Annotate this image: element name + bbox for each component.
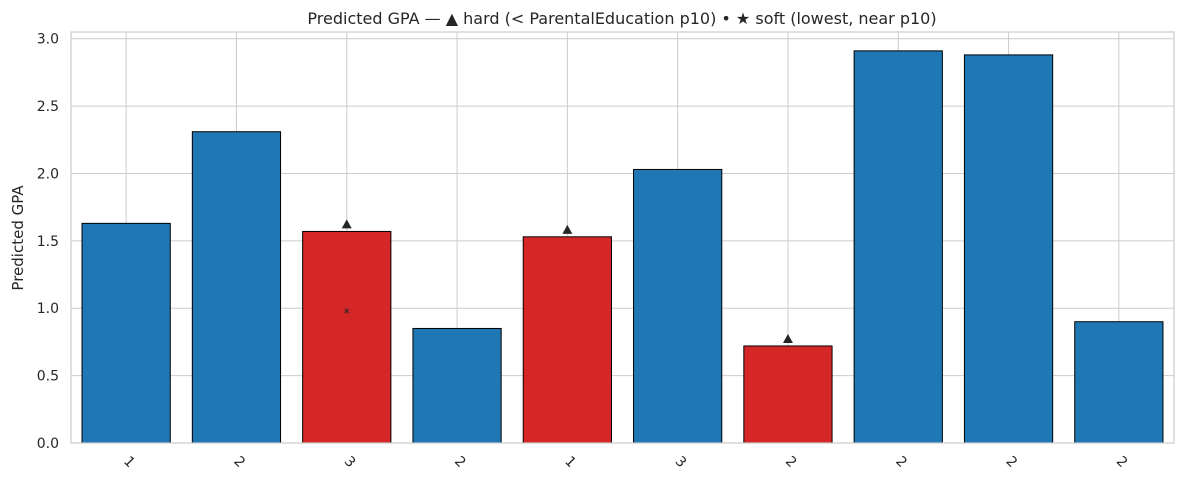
y-tick-label: 2.0 [37, 166, 59, 182]
y-tick-label: 1.0 [37, 301, 59, 317]
bar [81, 222, 171, 444]
plot-frame [70, 31, 1175, 444]
x-tick-label: 2 [451, 453, 469, 471]
x-tick-label: 2 [892, 453, 910, 471]
bar [302, 230, 392, 444]
bar [522, 236, 612, 444]
y-tick-label: 1.5 [37, 234, 59, 250]
bars [81, 50, 1164, 444]
x-tick-label: 2 [782, 453, 800, 471]
hard-marker-triangle [341, 219, 352, 229]
x-tick-label: 1 [120, 453, 138, 471]
bar [191, 131, 282, 444]
bar [963, 54, 1054, 444]
x-axis-ticks: 1 2 3 2 1 3 2 2 2 2 [120, 453, 1130, 471]
hard-marker-triangle [782, 333, 793, 343]
y-axis-ticks: 0.0 0.5 1.0 1.5 2.0 2.5 3.0 [37, 32, 59, 452]
bar [1074, 321, 1164, 444]
hard-marker-triangle [562, 224, 573, 234]
bar [743, 345, 833, 444]
x-tick-label: 3 [341, 453, 359, 471]
bar [633, 168, 723, 444]
chart-title: Predicted GPA — ▲ hard (< ParentalEducat… [307, 9, 936, 28]
markers: * [341, 219, 793, 343]
x-tick-label: 3 [672, 453, 690, 471]
y-axis-label: Predicted GPA [9, 185, 27, 291]
y-tick-label: 0.5 [37, 369, 59, 385]
x-tick-label: 2 [1003, 453, 1021, 471]
soft-marker-star: * [344, 307, 351, 322]
y-tick-label: 0.0 [37, 436, 59, 452]
y-tick-label: 3.0 [37, 32, 59, 48]
x-tick-label: 2 [230, 453, 248, 471]
bar [853, 50, 943, 444]
bar [412, 327, 502, 444]
x-tick-label: 2 [1113, 453, 1131, 471]
y-tick-label: 2.5 [37, 99, 59, 115]
x-tick-label: 1 [561, 453, 579, 471]
